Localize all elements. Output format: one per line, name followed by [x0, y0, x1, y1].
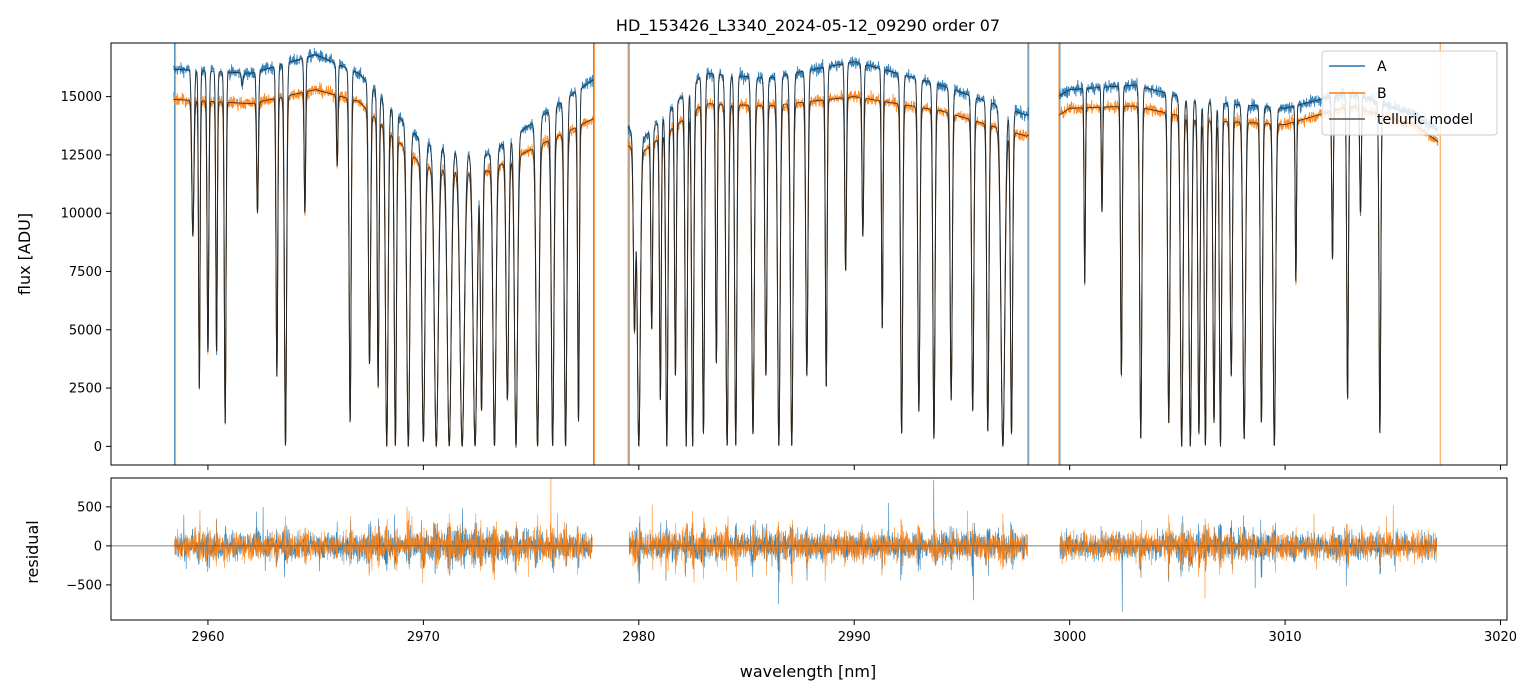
legend-label-b: B — [1377, 86, 1387, 102]
telluric-model-0-segment-0 — [173, 54, 594, 447]
flux-ytick-label-2: 5000 — [69, 323, 102, 338]
legend-label-a: A — [1377, 59, 1387, 75]
residual-ytick-label-2: 500 — [77, 500, 102, 515]
residual-xtick-label-6: 3020 — [1484, 630, 1517, 645]
legend: A B telluric model — [1321, 50, 1498, 136]
residual-xtick-label-4: 3000 — [1053, 630, 1086, 645]
residual-data — [111, 478, 1507, 612]
residual-xtick-label-2: 2980 — [622, 630, 655, 645]
residual-b-segment-0 — [174, 478, 593, 583]
flux-data — [173, 43, 1441, 465]
flux-ytick-label-0: 0 — [94, 440, 102, 455]
residual-b-segment-1 — [628, 504, 1028, 584]
x-axis-label: wavelength [nm] — [740, 662, 877, 681]
residual-ytick-label-0: −500 — [66, 578, 102, 593]
flux-x-axis — [207, 465, 1502, 470]
flux-ytick-label-6: 15000 — [61, 90, 102, 105]
flux-ytick-label-1: 2500 — [69, 382, 102, 397]
telluric-model-1-segment-2 — [1058, 105, 1439, 447]
telluric-model-1-segment-0 — [173, 89, 594, 447]
residual-b-segment-2 — [1059, 505, 1438, 599]
residual-panel: −500 0 500 2960 2970 2980 2990 3000 3010 3020 re… — [23, 477, 1517, 681]
flux-y-label: flux [ADU] — [15, 213, 34, 295]
flux-panel-frame — [110, 42, 1508, 466]
flux-ytick-label-5: 12500 — [61, 148, 102, 163]
residual-panel-frame — [110, 477, 1508, 621]
flux-y-axis: 0 2500 5000 7500 10000 12500 15000 — [61, 90, 111, 455]
flux-ytick-label-3: 7500 — [69, 265, 102, 280]
legend-label-telluric: telluric model — [1377, 112, 1473, 128]
telluric-model-1-segment-1 — [627, 96, 1029, 447]
residual-ytick-label-1: 0 — [94, 539, 102, 554]
residual-xtick-label-3: 2990 — [838, 630, 871, 645]
residual-xtick-label-0: 2960 — [191, 630, 224, 645]
legend-box — [1321, 50, 1498, 136]
residual-xtick-label-1: 2970 — [407, 630, 440, 645]
residual-y-axis: −500 0 500 — [66, 500, 111, 593]
residual-y-label: residual — [23, 520, 42, 583]
residual-x-axis: 2960 2970 2980 2990 3000 3010 3020 — [191, 620, 1517, 645]
residual-xtick-label-5: 3010 — [1269, 630, 1302, 645]
chart-title: HD_153426_L3340_2024-05-12_09290 order 0… — [616, 16, 1000, 36]
flux-ytick-label-4: 10000 — [61, 207, 102, 222]
